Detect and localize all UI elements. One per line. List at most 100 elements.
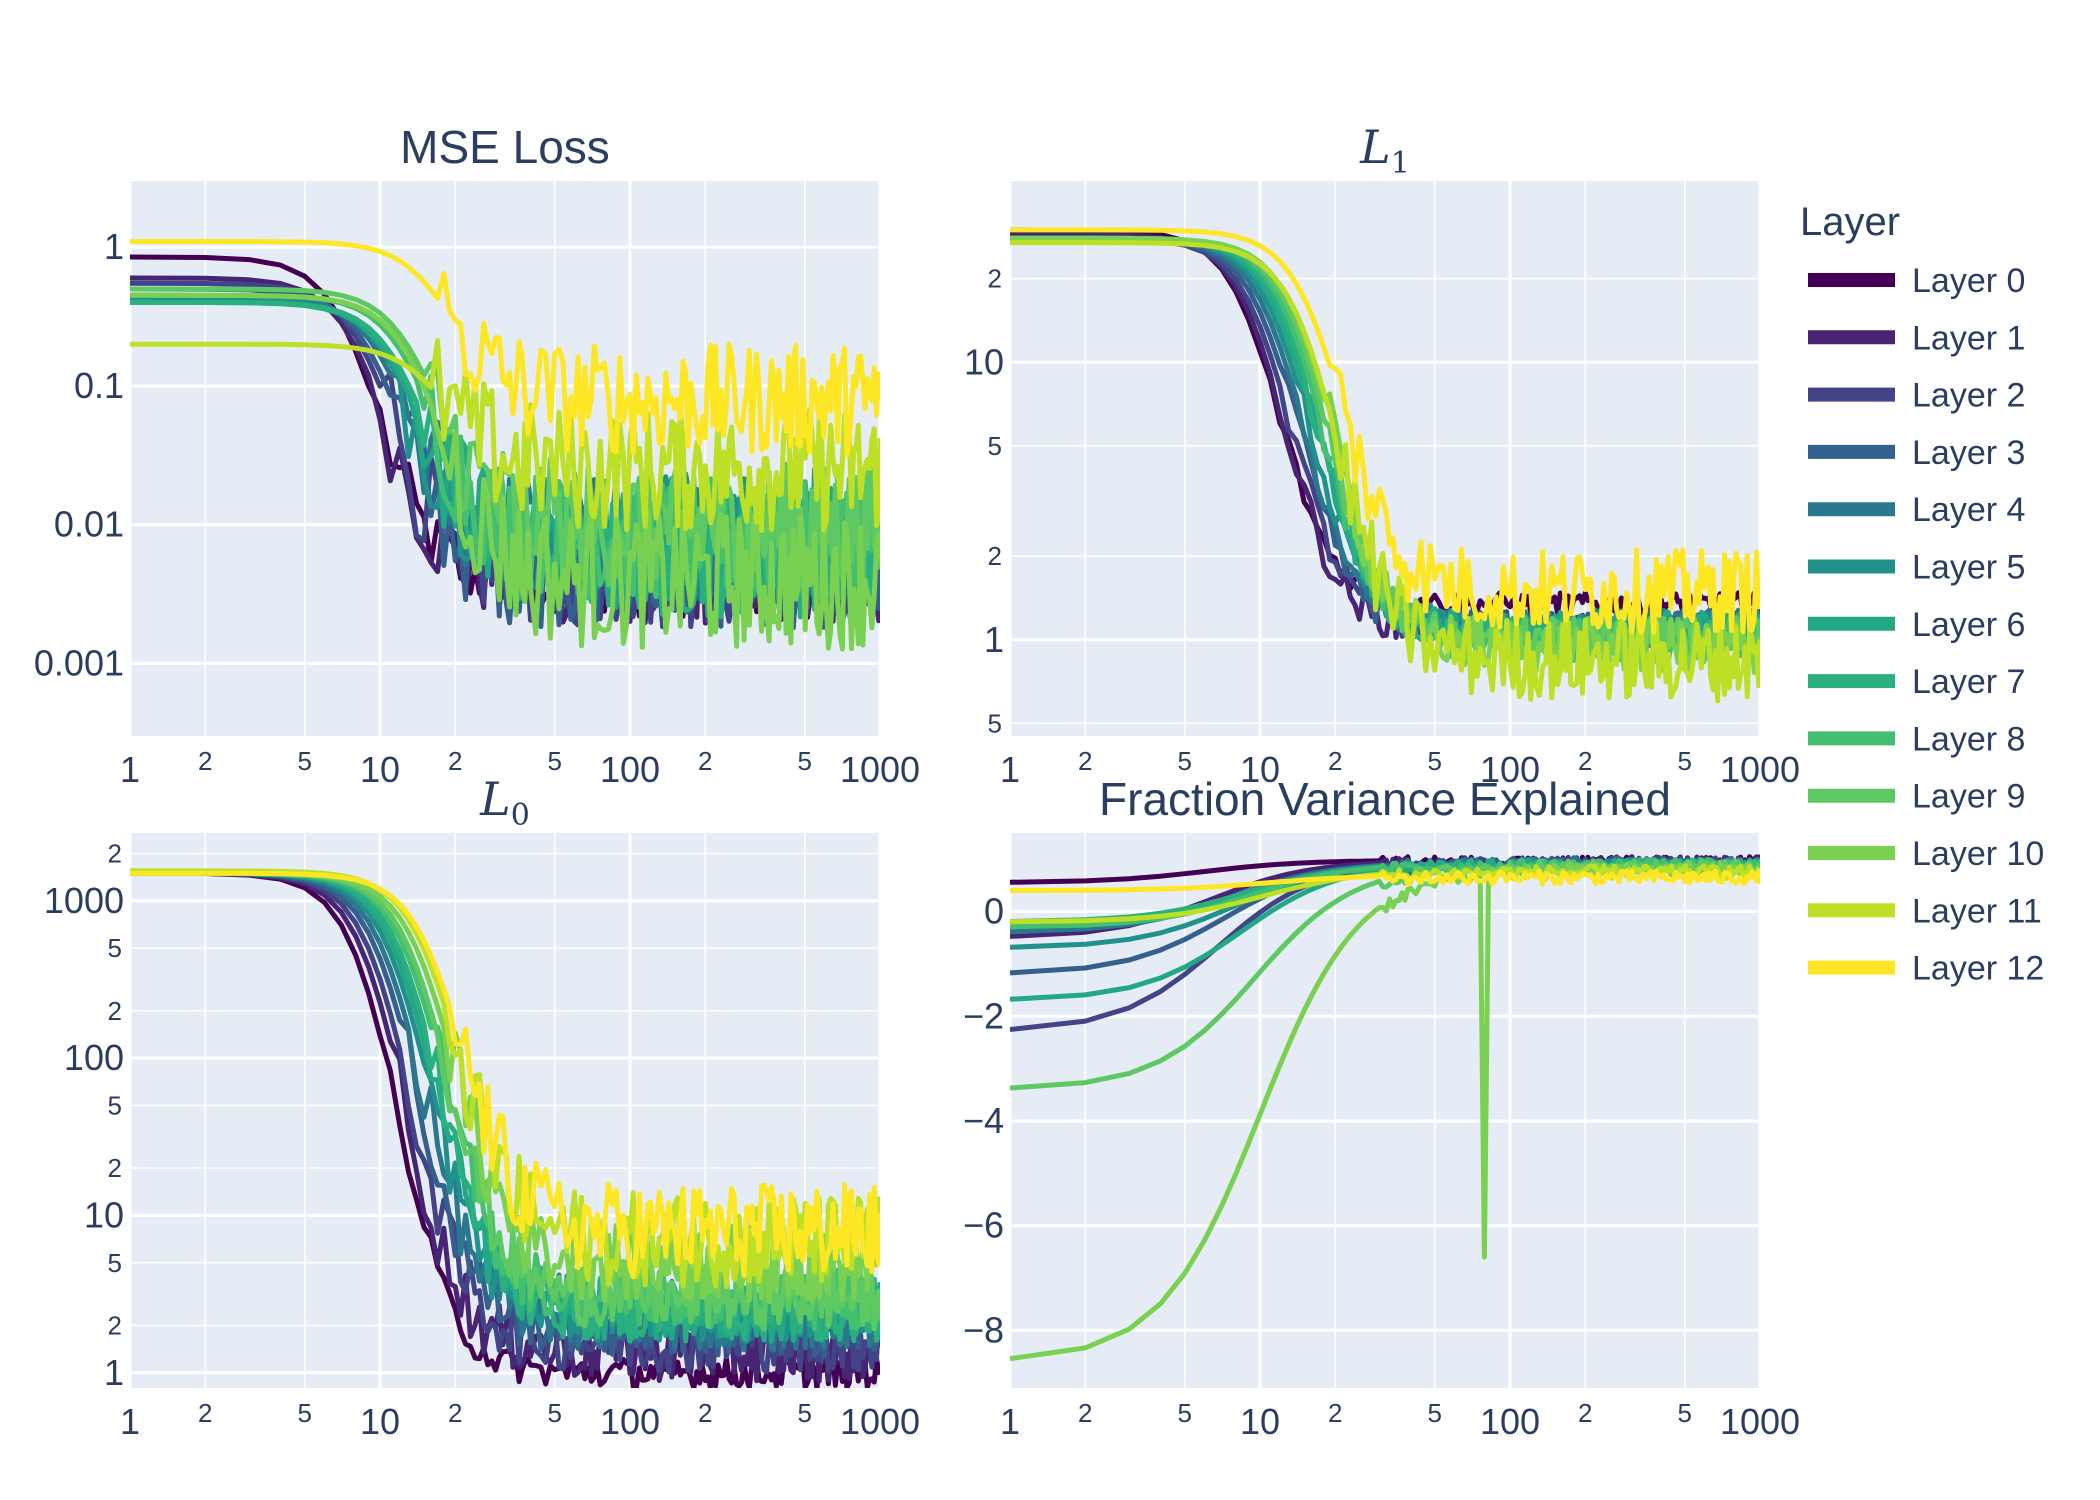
x-minor-tick-label: 5 [1678,1398,1692,1428]
legend-label: Layer 9 [1912,778,2025,816]
mse-loss-y-ticks: 1 0.1 0.01 0.001 [34,226,124,683]
y-minor-tick-label: 2 [988,264,1002,294]
legend-label: Layer 6 [1912,606,2025,644]
y-minor-tick-label: 2 [108,839,122,869]
x-minor-tick-label: 2 [1578,1398,1592,1428]
legend-label: Layer 12 [1912,950,2044,988]
legend-item-layer-11[interactable]: Layer 11 [1808,892,2042,930]
x-minor-tick-label: 5 [1678,746,1692,776]
series-line-layer-12 [130,870,880,1280]
legend-label: Layer 5 [1912,549,2025,587]
l0-title: L0 [479,772,530,833]
x-minor-tick-label: 2 [1078,1398,1092,1428]
legend-item-layer-6[interactable]: Layer 6 [1808,606,2025,644]
legend-item-layer-1[interactable]: Layer 1 [1808,319,2025,357]
fve-x-ticks: 1 10 100 1000 2 5 2 5 2 5 [1000,1398,1800,1442]
x-minor-tick-label: 5 [1178,746,1192,776]
x-tick-label: 1000 [840,1401,920,1442]
x-minor-tick-label: 5 [798,746,812,776]
x-minor-tick-label: 2 [698,1398,712,1428]
x-minor-tick-label: 5 [798,1398,812,1428]
x-minor-tick-label: 5 [1178,1398,1192,1428]
y-tick-label: 0.1 [74,365,124,406]
series-line-layer-10 [130,292,880,652]
y-tick-label: −2 [963,995,1004,1036]
l0-title-subscript: 0 [511,798,530,833]
x-tick-label: 1000 [840,749,920,790]
legend-label: Layer 7 [1912,663,2025,701]
y-tick-label: 0 [984,891,1004,932]
series-line-layer-12 [1010,868,1760,893]
x-minor-tick-label: 2 [198,1398,212,1428]
x-tick-label: 10 [360,749,400,790]
y-minor-tick-label: 2 [108,996,122,1026]
y-tick-label: 0.01 [54,504,124,545]
y-tick-label: 1 [104,226,124,267]
legend-item-layer-2[interactable]: Layer 2 [1808,377,2025,415]
series-line-layer-12 [130,239,880,458]
fve-series [1010,854,1760,1362]
series-line-layer-11 [1010,240,1760,704]
y-minor-tick-label: 5 [108,1248,122,1278]
legend-item-layer-5[interactable]: Layer 5 [1808,549,2025,587]
fve-title: Fraction Variance Explained [1099,773,1671,825]
l0-title-main: L [479,772,511,826]
y-tick-label: 1 [984,619,1004,660]
x-minor-tick-label: 5 [298,1398,312,1428]
x-tick-label: 100 [600,1401,660,1442]
panel-fve: Fraction Variance Explained 1 10 100 1000 2 5… [963,773,1800,1442]
legend-item-layer-8[interactable]: Layer 8 [1808,720,2025,758]
fve-grid [1008,833,1762,1388]
panel-l0: L0 1 10 100 1000 2 5 2 5 2 5 1000 100 10 1 2 5 2 5 2 5 2 [44,772,920,1442]
x-minor-tick-label: 2 [1078,746,1092,776]
l1-series [1010,227,1760,704]
x-minor-tick-label: 2 [448,746,462,776]
y-minor-tick-label: 2 [108,1310,122,1340]
x-minor-tick-label: 5 [1428,1398,1442,1428]
legend-item-layer-4[interactable]: Layer 4 [1808,491,2025,529]
legend-label: Layer 0 [1912,262,2025,300]
y-minor-tick-label: 2 [108,1153,122,1183]
l1-title: L1 [1359,120,1410,181]
y-minor-tick-label: 5 [108,933,122,963]
legend-item-layer-7[interactable]: Layer 7 [1808,663,2025,701]
y-minor-tick-label: 5 [988,708,1002,738]
legend-item-layer-12[interactable]: Layer 12 [1808,950,2044,988]
legend-label: Layer 8 [1912,720,2025,758]
x-tick-label: 100 [1480,1401,1540,1442]
x-tick-label: 1 [1000,749,1020,790]
x-minor-tick-label: 5 [1428,746,1442,776]
x-tick-label: 10 [1240,749,1280,790]
x-tick-label: 100 [600,749,660,790]
y-tick-label: 100 [64,1037,124,1078]
x-minor-tick-label: 2 [698,746,712,776]
x-minor-tick-label: 2 [1328,746,1342,776]
legend-label: Layer 2 [1912,377,2025,415]
y-tick-label: 10 [964,341,1004,382]
x-tick-label: 1000 [1720,1401,1800,1442]
x-tick-label: 1 [120,749,140,790]
legend-item-layer-0[interactable]: Layer 0 [1808,262,2025,300]
legend-label: Layer 11 [1912,892,2042,930]
legend-item-layer-3[interactable]: Layer 3 [1808,434,2025,472]
mse-loss-title: MSE Loss [400,121,610,173]
l0-x-ticks: 1 10 100 1000 2 5 2 5 2 5 [120,1398,920,1442]
legend-label: Layer 4 [1912,491,2025,529]
x-tick-label: 1 [120,1401,140,1442]
legend-item-layer-9[interactable]: Layer 9 [1808,778,2025,816]
legend-label: Layer 1 [1912,319,2025,357]
x-minor-tick-label: 5 [298,746,312,776]
l0-series [130,868,880,1388]
mse-loss-series [130,239,880,652]
y-tick-label: −4 [963,1100,1004,1141]
y-tick-label: −8 [963,1309,1004,1350]
x-minor-tick-label: 2 [198,746,212,776]
x-tick-label: 10 [1240,1401,1280,1442]
x-tick-label: 10 [360,1401,400,1442]
y-tick-label: 1 [104,1352,124,1393]
legend-item-layer-10[interactable]: Layer 10 [1808,835,2044,873]
x-minor-tick-label: 2 [1328,1398,1342,1428]
